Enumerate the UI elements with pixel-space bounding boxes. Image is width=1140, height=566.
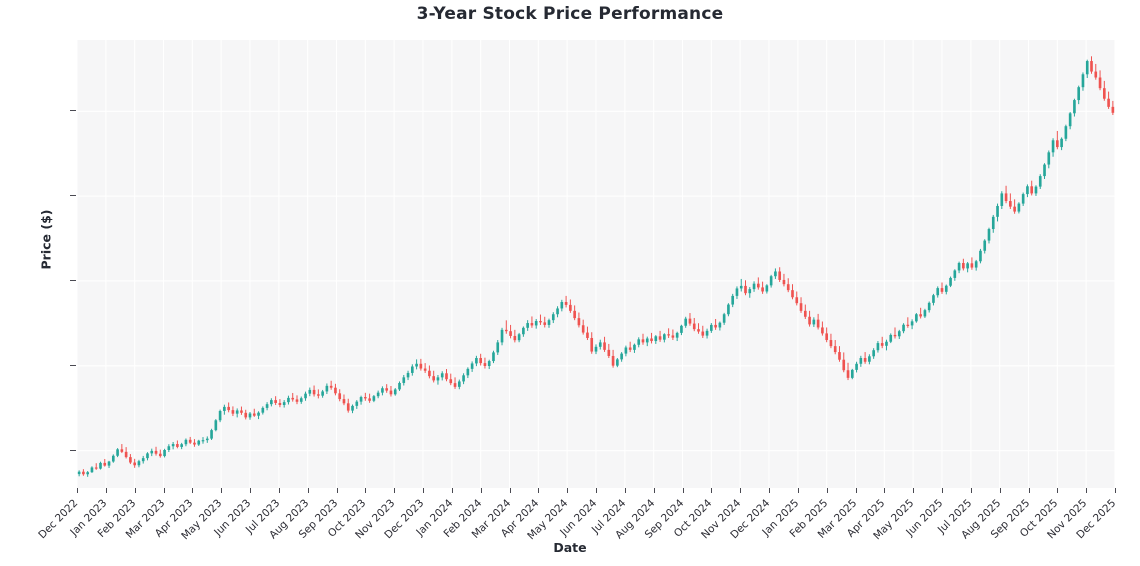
- x-tick-mark: [797, 488, 799, 493]
- x-tick-mark: [509, 488, 511, 493]
- plot-area: [77, 40, 1115, 488]
- x-tick-mark: [1057, 488, 1059, 493]
- x-tick-mark: [221, 488, 223, 493]
- x-tick-mark: [451, 488, 453, 493]
- x-tick-mark: [538, 488, 540, 493]
- x-tick-mark: [163, 488, 165, 493]
- x-tick-mark: [480, 488, 482, 493]
- x-tick-mark: [307, 488, 309, 493]
- x-tick-mark: [336, 488, 338, 493]
- y-axis-label: Price ($): [38, 209, 54, 270]
- x-tick-mark: [192, 488, 194, 493]
- x-tick-mark: [596, 488, 597, 493]
- y-tick-mark: [70, 195, 76, 197]
- x-tick-mark: [826, 488, 828, 493]
- candlestick-series: [77, 40, 1115, 488]
- x-tick-mark: [682, 488, 684, 493]
- x-tick-mark: [855, 488, 857, 493]
- x-tick-mark: [999, 488, 1001, 493]
- chart-title: 3-Year Stock Price Performance: [416, 4, 724, 24]
- x-tick-mark: [250, 488, 251, 493]
- x-tick-mark: [711, 488, 713, 493]
- x-tick-mark: [970, 488, 972, 493]
- x-tick-mark: [769, 488, 770, 493]
- y-tick-mark: [70, 110, 76, 112]
- x-tick-mark: [884, 488, 886, 493]
- y-tick-mark: [70, 279, 76, 281]
- x-tick-mark: [624, 488, 626, 493]
- x-tick-mark: [567, 488, 569, 493]
- x-tick-mark: [394, 488, 396, 493]
- x-tick-mark: [740, 488, 742, 493]
- x-tick-mark: [134, 488, 136, 493]
- x-axis-label: Date: [553, 540, 587, 555]
- x-tick-mark: [423, 488, 424, 493]
- y-tick-mark: [70, 449, 76, 451]
- x-tick-mark: [105, 488, 107, 493]
- x-tick-mark: [1115, 488, 1116, 493]
- x-tick-mark: [942, 488, 943, 493]
- x-tick-mark: [1086, 488, 1088, 493]
- x-tick-mark: [1028, 488, 1030, 493]
- x-tick-mark: [278, 488, 280, 493]
- x-tick-mark: [653, 488, 655, 493]
- x-tick-mark: [77, 488, 78, 493]
- x-tick-mark: [913, 488, 915, 493]
- x-tick-mark: [365, 488, 367, 493]
- y-tick-mark: [70, 364, 76, 366]
